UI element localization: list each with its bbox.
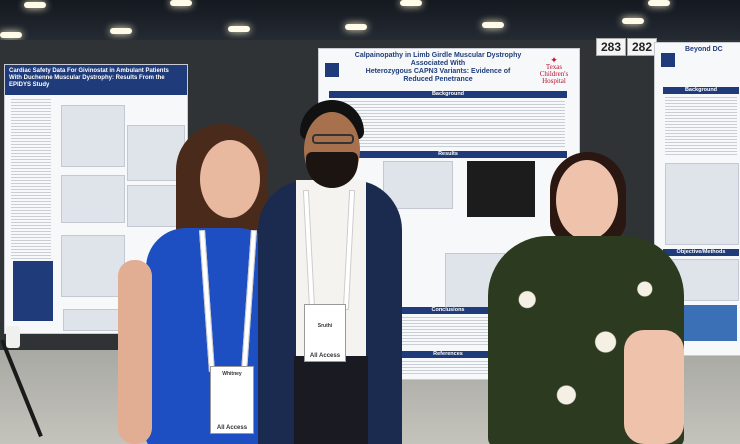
center-poster-title: Calpainopathy in Limb Girdle Muscular Dy… [354, 52, 522, 83]
booth-number: 282 [627, 38, 658, 56]
ceiling-light [400, 0, 422, 6]
poster-table [61, 105, 125, 167]
right-poster: Beyond DC Background Objective/Methods [654, 42, 740, 356]
ceiling-light [345, 24, 367, 30]
right-poster-title: Beyond DC [685, 46, 723, 53]
ceiling-light [622, 18, 644, 24]
glasses-icon [312, 134, 354, 144]
badge-name: Sruthi [317, 323, 333, 329]
ceiling-light [482, 22, 504, 28]
badge-name: Whitney [222, 371, 242, 377]
badge-access: All Access [216, 425, 248, 431]
section-header: Background [329, 91, 567, 98]
section-header: References [329, 351, 567, 358]
section-header: Results [329, 151, 567, 158]
left-poster: Cardiac Safety Data For Givinostat in Am… [4, 64, 188, 334]
ceiling-light [648, 0, 670, 6]
poster-table [127, 125, 185, 181]
arm [118, 260, 152, 444]
star-icon: ✦ [550, 55, 558, 65]
left-poster-title: Cardiac Safety Data For Givinostat in Am… [5, 65, 187, 95]
arm [624, 330, 684, 444]
face [200, 140, 260, 218]
background-text [331, 101, 565, 149]
name-badge: Sruthi All Access [304, 304, 346, 362]
university-logo [325, 63, 339, 77]
logo-text: Texas Children's Hospital [539, 63, 569, 85]
ceiling-light [0, 32, 22, 38]
texas-childrens-logo: ✦ Texas Children's Hospital [531, 55, 577, 85]
trousers [294, 356, 368, 444]
background-text [665, 97, 737, 157]
western-blot-image [467, 161, 535, 217]
ceiling-light [110, 28, 132, 34]
section-header: Background [663, 87, 739, 94]
section-header: Conclusions [329, 307, 567, 314]
badge-access: All Access [309, 353, 341, 359]
results-table [383, 161, 453, 209]
poster-table [665, 163, 739, 245]
poster-conclusion-box [13, 261, 53, 321]
university-logo [661, 53, 675, 67]
booth-number: 283 [596, 38, 627, 56]
cup [6, 326, 20, 348]
ceiling-light [228, 26, 250, 32]
poster-text [11, 99, 51, 259]
poster-table [61, 235, 125, 297]
face [556, 160, 618, 240]
ceiling-light [170, 0, 192, 6]
section-header: Objective/Methods [663, 249, 739, 256]
poster-figure [61, 175, 125, 223]
name-badge: Whitney All Access [210, 366, 254, 434]
ceiling-light [24, 2, 46, 8]
